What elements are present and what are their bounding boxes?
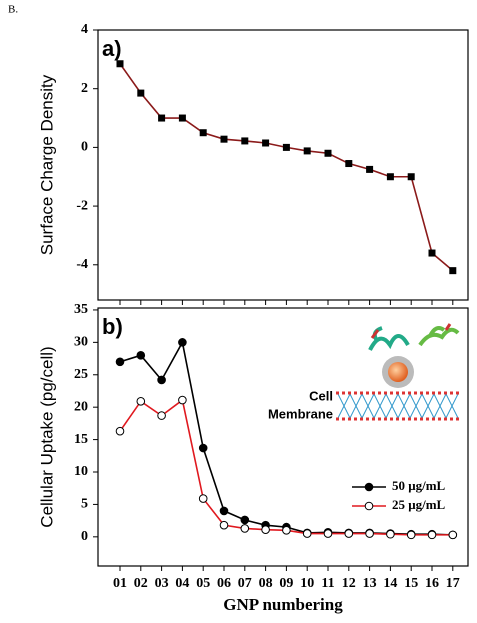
y-tick-label: 5 [81, 497, 88, 512]
legend-label: 50 μg/mL [392, 478, 446, 493]
annotation: Cell [309, 388, 333, 403]
marker [366, 165, 374, 173]
y-tick-label: 10 [74, 464, 88, 479]
legend-marker [364, 482, 374, 492]
legend-label: 25 μg/mL [392, 497, 446, 512]
x-tick-label: 04 [175, 576, 189, 591]
marker [365, 529, 374, 538]
x-tick-label: 05 [196, 576, 210, 591]
y-tick-label: 2 [81, 81, 88, 96]
marker [178, 338, 187, 347]
marker [115, 357, 125, 367]
x-tick-label: 13 [363, 576, 377, 591]
y-tick-label: 25 [74, 367, 88, 382]
y-tick-label: 35 [74, 302, 88, 317]
x-tick-label: 14 [383, 576, 397, 591]
x-tick-label: 09 [279, 576, 293, 591]
x-tick-label: 10 [300, 576, 314, 591]
marker [323, 529, 333, 538]
x-tick-label: 02 [134, 576, 148, 591]
marker [449, 267, 457, 275]
panel-label: a) [102, 36, 122, 61]
marker [302, 529, 312, 538]
x-tick-label: 16 [425, 576, 439, 591]
marker [407, 173, 415, 181]
y-tick-label: -2 [76, 198, 88, 213]
marker [303, 147, 311, 155]
marker [158, 114, 166, 122]
x-tick-label: 15 [404, 576, 418, 591]
marker [241, 137, 249, 145]
marker [157, 411, 166, 420]
marker [220, 135, 228, 143]
inset-illustration [336, 323, 462, 421]
marker [198, 494, 208, 503]
marker [282, 143, 290, 151]
y-tick-label: 0 [81, 140, 88, 155]
y-tick-label: -4 [76, 257, 88, 272]
x-tick-label: 01 [113, 576, 127, 591]
x-tick-label: 08 [259, 576, 273, 591]
y-tick-label: 20 [74, 399, 88, 414]
marker [240, 524, 250, 533]
x-tick-label: 03 [155, 576, 169, 591]
marker [115, 426, 125, 436]
marker [198, 443, 208, 453]
legend-marker [364, 501, 374, 511]
marker [178, 114, 186, 122]
marker [324, 149, 332, 157]
marker [406, 530, 416, 540]
y-tick-label: 4 [81, 22, 88, 37]
marker [178, 395, 187, 405]
figure-label: B. [8, 4, 18, 16]
marker [448, 530, 458, 540]
marker [261, 525, 270, 534]
x-tick-label: 06 [217, 576, 231, 591]
y-tick-label: 30 [74, 335, 88, 350]
marker [386, 529, 395, 539]
marker [345, 160, 353, 168]
plot-frame [97, 29, 469, 301]
x-tick-label: 12 [342, 576, 356, 591]
marker [219, 520, 229, 530]
marker [136, 351, 146, 360]
marker [240, 515, 250, 525]
marker [262, 139, 270, 147]
y-axis-label: Surface Charge Density [37, 74, 56, 255]
y-axis-label: Cellular Uptake (pg/cell) [37, 346, 56, 527]
y-tick-label: 0 [81, 529, 88, 544]
y-tick-label: 15 [74, 432, 88, 447]
x-tick-label: 11 [321, 576, 334, 591]
marker [137, 89, 145, 97]
marker [219, 506, 229, 516]
annotation: Membrane [268, 406, 333, 421]
marker [386, 173, 394, 181]
x-tick-label: 17 [446, 576, 460, 591]
panel-label: b) [102, 314, 123, 339]
series-line [119, 63, 454, 272]
marker [428, 249, 436, 257]
marker [199, 129, 207, 137]
marker [427, 530, 437, 540]
marker [344, 529, 354, 538]
marker [136, 397, 146, 406]
plot-frame [97, 307, 469, 567]
marker [157, 375, 166, 385]
x-axis-label: GNP numbering [223, 595, 343, 614]
marker [282, 526, 291, 535]
x-tick-label: 07 [238, 576, 252, 591]
marker [116, 60, 124, 68]
